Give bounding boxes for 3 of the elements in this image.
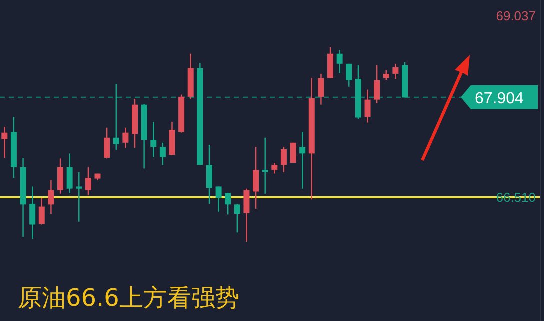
text: 原油66.6上方看强势 [18,284,240,312]
y-tick-label: 69.037 [496,8,536,24]
ref-line-label: 67.904 [475,90,524,108]
